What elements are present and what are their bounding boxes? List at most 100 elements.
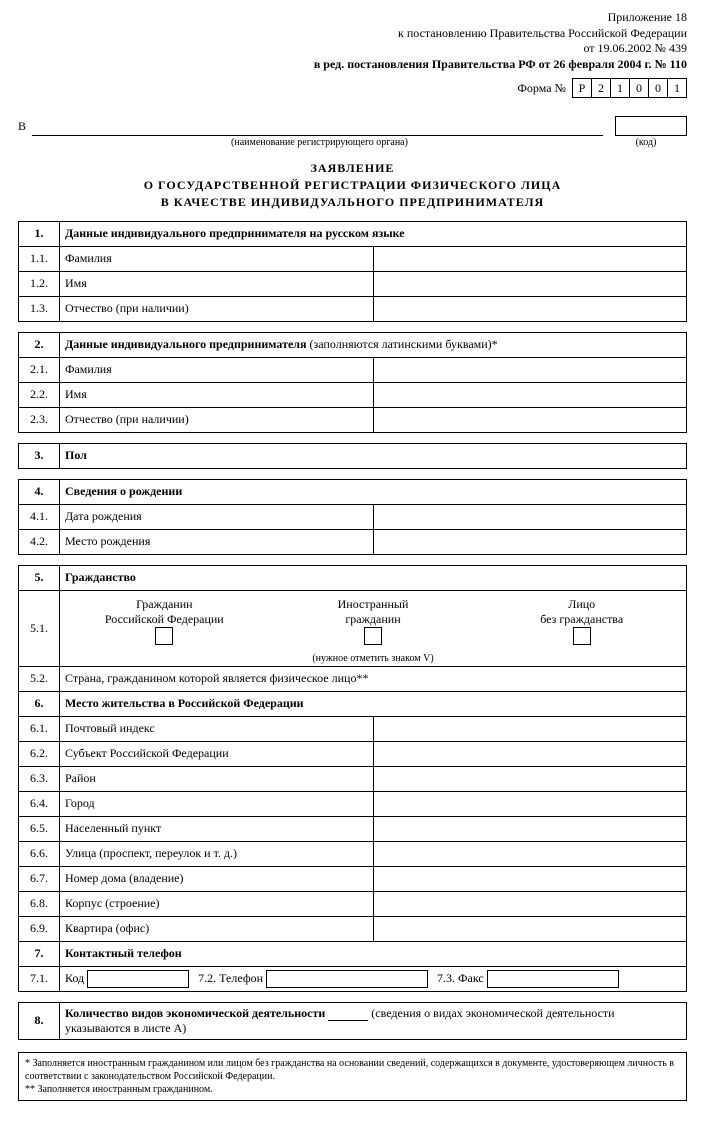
cit-no-l1: Лицо [477,597,686,612]
cit-rf: Гражданин Российской Федерации [60,597,269,649]
s5-citizenship-cell: Гражданин Российской Федерации Иностранн… [60,590,687,666]
b-prefix: В [18,119,26,136]
s4-r2: Место рождения [60,529,374,554]
s6-num: 6. [19,691,60,716]
s6-r6: Улица (проспект, переулок и т. д.) [60,841,374,866]
s7-num: 7. [19,941,60,966]
s2-r2n: 2.2. [19,382,60,407]
s6-head: Место жительства в Российской Федерации [60,691,687,716]
s8-fill [328,1008,368,1021]
s6-r5: Населенный пункт [60,816,374,841]
s4-r2n: 4.2. [19,529,60,554]
hdr-line4: в ред. постановления Правительства РФ от… [18,57,687,73]
s6-r8: Корпус (строение) [60,891,374,916]
s4-r1-val [373,504,687,529]
s6-r2n: 6.2. [19,741,60,766]
hdr-line3: от 19.06.2002 № 439 [18,41,687,57]
s1-r2: Имя [60,271,374,296]
s2-r2: Имя [60,382,374,407]
title-l1: ЗАЯВЛЕНИЕ [18,160,687,177]
s4-num: 4. [19,479,60,504]
authority-code-box [615,116,687,136]
document-title: ЗАЯВЛЕНИЕ О ГОСУДАРСТВЕННОЙ РЕГИСТРАЦИИ … [18,160,687,210]
s6-r7-val [373,866,687,891]
header-block: Приложение 18 к постановлению Правительс… [18,10,687,72]
s2-r3: Отчество (при наличии) [60,407,374,432]
form-label: Форма № [517,81,566,96]
s6-r2: Субъект Российской Федерации [60,741,374,766]
s6-r9-val [373,916,687,941]
s6-r5-val [373,816,687,841]
form-cell: 2 [592,78,611,98]
s2-r3-val [373,407,687,432]
tel-code-box [87,970,189,988]
tel-phone-label: 7.2. Телефон [198,971,263,985]
s6-r5n: 6.5. [19,816,60,841]
hdr-line2: к постановлению Правительства Российской… [18,26,687,42]
s2-r1-val [373,357,687,382]
form-cell: 1 [611,78,630,98]
s4-head: Сведения о рождении [60,479,687,504]
s4-r1n: 4.1. [19,504,60,529]
section-1: 1. Данные индивидуального предпринимател… [18,221,687,322]
s1-r1n: 1.1. [19,246,60,271]
s6-r1: Почтовый индекс [60,716,374,741]
cit-fr-l1: Иностранный [269,597,478,612]
s1-num: 1. [19,221,60,246]
tel-fax-label: 7.3. Факс [437,971,484,985]
s3-num: 3. [19,443,60,468]
s2-r2-val [373,382,687,407]
footnotes: * Заполняется иностранным гражданином ил… [18,1052,687,1101]
tel-fax-box [487,970,619,988]
s2-head: Данные индивидуального предпринимателя (… [60,332,687,357]
s6-r6-val [373,841,687,866]
authority-sub-kod: (код) [605,137,687,148]
cit-fr-checkbox[interactable] [364,627,382,645]
cit-no-checkbox[interactable] [573,627,591,645]
s6-r7n: 6.7. [19,866,60,891]
s2-head-p: (заполняются латинскими буквами)* [310,337,498,351]
s5-num: 5. [19,565,60,590]
s1-r1-val [373,246,687,271]
s1-r3n: 1.3. [19,296,60,321]
cit-rf-l1: Гражданин [60,597,269,612]
s2-r3n: 2.3. [19,407,60,432]
section-8: 8. Количество видов экономической деятел… [18,1002,687,1040]
section-5-6: 5. Гражданство 5.1. Гражданин Российской… [18,565,687,992]
s5-r1n: 5.1. [19,590,60,666]
cit-no-l2: без гражданства [477,612,686,627]
form-cell: 0 [649,78,668,98]
s6-r8-val [373,891,687,916]
s6-r6n: 6.6. [19,841,60,866]
section-2: 2. Данные индивидуального предпринимател… [18,332,687,433]
s2-num: 2. [19,332,60,357]
s6-r3n: 6.3. [19,766,60,791]
footnote-2: ** Заполняется иностранным гражданином. [25,1083,680,1096]
form-cell: 1 [668,78,687,98]
s1-r2n: 1.2. [19,271,60,296]
s7-r1n: 7.1. [19,966,60,991]
hdr-line1: Приложение 18 [18,10,687,26]
s6-r9n: 6.9. [19,916,60,941]
s1-r3: Отчество (при наличии) [60,296,374,321]
cit-note: (нужное отметить знаком V) [60,653,686,664]
s8-head-b: Количество видов экономической деятельно… [65,1006,328,1020]
s6-r4n: 6.4. [19,791,60,816]
s6-r1-val [373,716,687,741]
form-cells: Р 2 1 0 0 1 [572,78,687,98]
s6-r8n: 6.8. [19,891,60,916]
cit-rf-l2: Российской Федерации [60,612,269,627]
authority-row: В [18,116,687,136]
s1-r1: Фамилия [60,246,374,271]
s5-r2: Страна, гражданином которой является физ… [60,666,687,691]
s5-head: Гражданство [60,565,687,590]
form-number-row: Форма № Р 2 1 0 0 1 [18,78,687,98]
cit-rf-checkbox[interactable] [155,627,173,645]
s7-head: Контактный телефон [60,941,687,966]
cit-none: Лицо без гражданства [477,597,686,649]
cit-foreign: Иностранный гражданин [269,597,478,649]
s8-num: 8. [19,1002,60,1039]
s6-r3-val [373,766,687,791]
section-3: 3. Пол [18,443,687,469]
s2-r1: Фамилия [60,357,374,382]
